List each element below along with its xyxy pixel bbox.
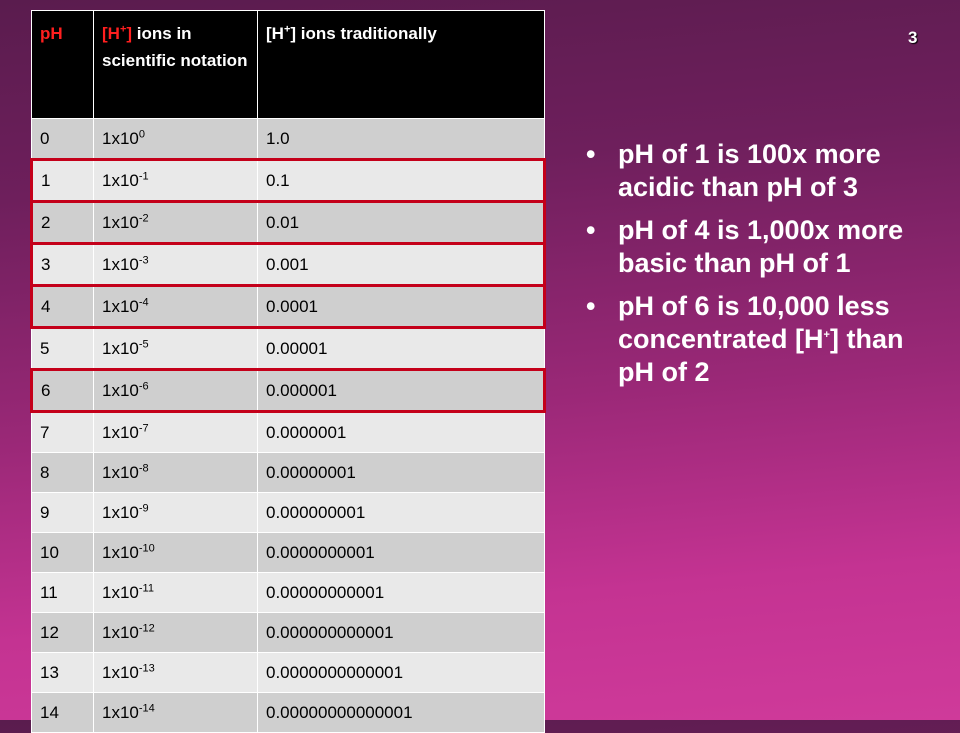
table-body: 0 1x100 1.0 1 1x10-1 0.1 2 1x10-2 0.01 3… bbox=[30, 118, 546, 733]
exponent: -6 bbox=[138, 379, 149, 392]
cell-scientific: 1x10-8 bbox=[93, 452, 258, 493]
cell-traditional: 0.0000000001 bbox=[257, 532, 545, 573]
cell-scientific: 1x10-1 bbox=[93, 158, 258, 203]
header-ph-label: pH bbox=[40, 24, 63, 43]
slide-number: 3 bbox=[908, 28, 918, 47]
exponent: -2 bbox=[138, 211, 149, 224]
bullet-item: • pH of 1 is 100x more acidic than pH of … bbox=[582, 138, 912, 204]
bullet-text: pH of 4 is 1,000x more basic than pH of … bbox=[618, 215, 904, 278]
cell-ph: 7 bbox=[31, 411, 94, 453]
cell-ph: 14 bbox=[31, 692, 94, 733]
bullet-marker: • bbox=[586, 139, 596, 169]
exponent: -3 bbox=[138, 253, 149, 266]
cell-scientific: 1x10-11 bbox=[93, 572, 258, 613]
table-row-highlighted: 1 1x10-1 0.1 bbox=[30, 158, 546, 203]
cell-ph: 2 bbox=[30, 200, 94, 245]
exponent: -9 bbox=[138, 501, 149, 514]
table-row: 14 1x10-14 0.00000000000001 bbox=[31, 692, 545, 733]
exponent: -5 bbox=[138, 337, 149, 350]
table-row-highlighted: 4 1x10-4 0.0001 bbox=[30, 284, 546, 329]
cell-ph: 8 bbox=[31, 452, 94, 493]
bullet-item: • pH of 4 is 1,000x more basic than pH of… bbox=[582, 214, 912, 280]
bullet-marker: • bbox=[586, 291, 596, 321]
header-traditional: [H+] ions traditionally bbox=[257, 10, 545, 119]
header-row: pH [H+] ions in scientific notation [H+]… bbox=[31, 10, 545, 119]
bullet-item: • pH of 6 is 10,000 less concentrated [H+… bbox=[582, 290, 912, 389]
header-ph: pH bbox=[31, 10, 94, 119]
table-row: 5 1x10-5 0.00001 bbox=[31, 327, 545, 370]
exponent: -11 bbox=[138, 581, 154, 594]
bullet-text-pre: pH of 6 is 10,000 less concentrated [H bbox=[618, 291, 890, 354]
cell-traditional: 0.00001 bbox=[257, 327, 545, 370]
cell-scientific: 1x10-13 bbox=[93, 652, 258, 693]
cell-traditional: 0.00000000000001 bbox=[257, 692, 545, 733]
cell-traditional: 0.0000000000001 bbox=[257, 652, 545, 693]
exponent: -7 bbox=[138, 421, 149, 434]
cell-ph: 12 bbox=[31, 612, 94, 653]
exponent: -14 bbox=[138, 701, 155, 714]
cell-ph: 4 bbox=[30, 284, 94, 329]
cell-ph: 5 bbox=[31, 327, 94, 370]
exponent: -8 bbox=[138, 461, 149, 474]
cell-scientific: 1x10-2 bbox=[93, 200, 258, 245]
cell-traditional: 0.0000001 bbox=[257, 411, 545, 453]
cell-scientific: 1x10-6 bbox=[93, 368, 258, 413]
bullet-text-sup: + bbox=[823, 329, 830, 341]
cell-scientific: 1x10-10 bbox=[93, 532, 258, 573]
header-sci-rest: ions in scientific notation bbox=[102, 24, 248, 71]
cell-scientific: 1x100 bbox=[93, 118, 258, 160]
cell-ph: 9 bbox=[31, 492, 94, 533]
cell-traditional: 0.01 bbox=[257, 200, 546, 245]
cell-ph: 1 bbox=[30, 158, 94, 203]
cell-scientific: 1x10-5 bbox=[93, 327, 258, 370]
table-row: 7 1x10-7 0.0000001 bbox=[31, 411, 545, 453]
table-row-highlighted: 2 1x10-2 0.01 bbox=[30, 200, 546, 245]
cell-traditional: 0.001 bbox=[257, 242, 546, 287]
table-row: 9 1x10-9 0.000000001 bbox=[31, 492, 545, 533]
header-scientific: [H+] ions in scientific notation bbox=[93, 10, 258, 119]
cell-ph: 10 bbox=[31, 532, 94, 573]
exponent: 0 bbox=[138, 127, 145, 140]
cell-scientific: 1x10-14 bbox=[93, 692, 258, 733]
cell-scientific: 1x10-12 bbox=[93, 612, 258, 653]
table-row: 0 1x100 1.0 bbox=[31, 118, 545, 160]
bullet-marker: • bbox=[586, 215, 596, 245]
cell-ph: 0 bbox=[31, 118, 94, 160]
cell-scientific: 1x10-3 bbox=[93, 242, 258, 287]
exponent: -1 bbox=[138, 169, 149, 182]
cell-traditional: 0.00000000001 bbox=[257, 572, 545, 613]
cell-traditional: 0.00000001 bbox=[257, 452, 545, 493]
cell-scientific: 1x10-7 bbox=[93, 411, 258, 453]
cell-traditional: 0.000001 bbox=[257, 368, 546, 413]
cell-traditional: 0.0001 bbox=[257, 284, 546, 329]
bullet-text: pH of 1 is 100x more acidic than pH of 3 bbox=[618, 139, 881, 202]
exponent: -10 bbox=[138, 541, 155, 554]
cell-traditional: 0.000000001 bbox=[257, 492, 545, 533]
ph-table: pH [H+] ions in scientific notation [H+]… bbox=[30, 10, 546, 733]
table-row: 13 1x10-13 0.0000000000001 bbox=[31, 652, 545, 693]
bullet-list: • pH of 1 is 100x more acidic than pH of … bbox=[582, 138, 912, 399]
cell-traditional: 1.0 bbox=[257, 118, 545, 160]
table-row: 11 1x10-11 0.00000000001 bbox=[31, 572, 545, 613]
cell-scientific: 1x10-4 bbox=[93, 284, 258, 329]
table-row-highlighted: 3 1x10-3 0.001 bbox=[30, 242, 546, 287]
exponent: -12 bbox=[138, 621, 155, 634]
cell-ph: 11 bbox=[31, 572, 94, 613]
cell-traditional: 0.1 bbox=[257, 158, 546, 203]
bullet-text-post: ] than pH of 2 bbox=[618, 324, 904, 387]
table-header: pH [H+] ions in scientific notation [H+]… bbox=[31, 10, 545, 119]
cell-ph: 6 bbox=[30, 368, 94, 413]
cell-ph: 3 bbox=[30, 242, 94, 287]
table-row: 8 1x10-8 0.00000001 bbox=[31, 452, 545, 493]
exponent: -4 bbox=[138, 295, 149, 308]
table-row-highlighted: 6 1x10-6 0.000001 bbox=[30, 368, 546, 413]
cell-ph: 13 bbox=[31, 652, 94, 693]
exponent: -13 bbox=[138, 661, 155, 674]
header-sci-ion: [H+] bbox=[102, 23, 133, 43]
cell-scientific: 1x10-9 bbox=[93, 492, 258, 533]
table-row: 10 1x10-10 0.0000000001 bbox=[31, 532, 545, 573]
cell-traditional: 0.000000000001 bbox=[257, 612, 545, 653]
table-row: 12 1x10-12 0.000000000001 bbox=[31, 612, 545, 653]
